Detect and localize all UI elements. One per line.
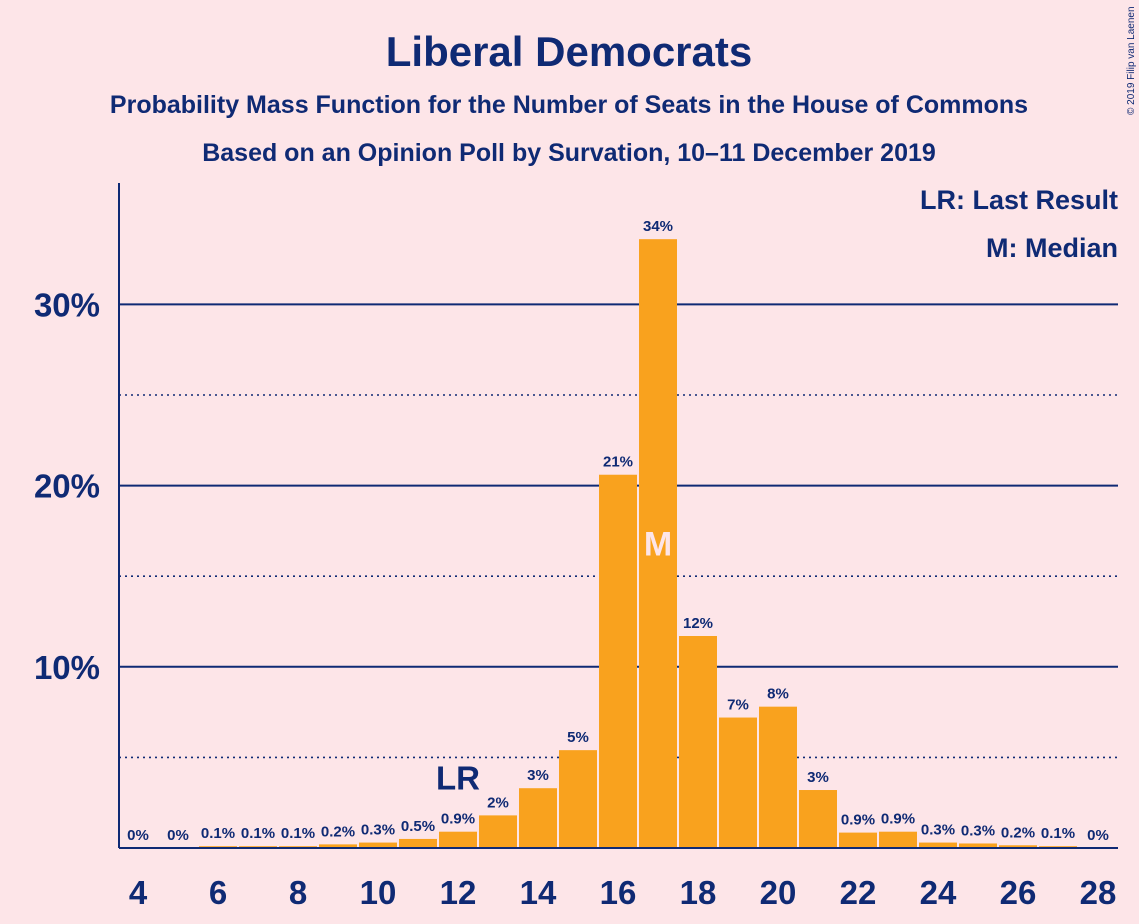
data-label: 0.3% [361, 822, 395, 839]
bar [959, 843, 997, 848]
data-label: 8% [767, 686, 789, 703]
data-label: 0.9% [441, 811, 475, 828]
chart-subtitle-line-2: Based on an Opinion Poll by Survation, 1… [202, 139, 936, 167]
data-label: 0.9% [881, 811, 915, 828]
data-label: 0% [1087, 827, 1109, 844]
legend-median: M: Median [986, 233, 1118, 263]
bar [439, 831, 477, 848]
bar [719, 717, 757, 848]
median-marker: M [644, 526, 672, 564]
data-label: 12% [683, 615, 713, 632]
data-label: 0.3% [961, 822, 995, 839]
data-label: 21% [603, 454, 633, 471]
bar [839, 832, 877, 848]
bar [479, 815, 517, 848]
data-label: 0% [167, 827, 189, 844]
data-label: 0.3% [921, 822, 955, 839]
y-tick-label: 20% [34, 468, 100, 505]
data-label: 0.2% [1001, 824, 1035, 841]
bar [879, 831, 917, 848]
bars [199, 239, 1077, 849]
data-label: 0.9% [841, 812, 875, 829]
data-label: 0.5% [401, 818, 435, 835]
bar [359, 842, 397, 848]
x-tick-label: 4 [129, 874, 148, 911]
data-label: 3% [527, 767, 549, 784]
x-tick-label: 20 [760, 874, 797, 911]
chart-title: Liberal Democrats [386, 28, 752, 75]
data-label: 0.1% [201, 825, 235, 842]
bar [399, 838, 437, 848]
bar [919, 842, 957, 848]
x-tick-label: 18 [680, 874, 717, 911]
copyright-note: © 2019 Filip van Laenen [1126, 6, 1137, 115]
x-tick-label: 16 [600, 874, 637, 911]
y-tick-label: 30% [34, 286, 100, 323]
bar [319, 844, 357, 848]
x-tick-label: 12 [440, 874, 477, 911]
data-label: 0% [127, 827, 149, 844]
data-label: 34% [643, 218, 673, 235]
y-tick-label: 10% [34, 649, 100, 686]
bar [639, 239, 677, 849]
x-tick-label: 22 [840, 874, 877, 911]
data-label: 0.1% [1041, 825, 1075, 842]
bar [679, 635, 717, 848]
bar [559, 750, 597, 848]
x-tick-label: 26 [1000, 874, 1037, 911]
x-tick-label: 14 [520, 874, 557, 911]
data-label: 5% [567, 729, 589, 746]
x-tick-label: 6 [209, 874, 227, 911]
x-tick-label: 10 [360, 874, 397, 911]
data-label: 2% [487, 794, 509, 811]
data-label: 0.1% [241, 825, 275, 842]
chart-subtitle-line-1: Probability Mass Function for the Number… [110, 91, 1028, 119]
bar [799, 790, 837, 848]
bar [999, 845, 1037, 848]
bar [599, 474, 637, 848]
data-label: 7% [727, 697, 749, 714]
last-result-marker: LR [436, 760, 480, 797]
x-tick-label: 8 [289, 874, 307, 911]
data-label: 0.1% [281, 825, 315, 842]
axes: 10% 20% 30% 4 6 8 10 12 14 16 18 20 22 24 26 28 [34, 183, 1118, 911]
data-label: 0.2% [321, 823, 355, 840]
x-tick-label: 24 [920, 874, 957, 911]
bar [759, 706, 797, 848]
x-tick-label: 28 [1080, 874, 1117, 911]
data-label: 3% [807, 769, 829, 786]
legend-last-result: LR: Last Result [920, 185, 1118, 215]
bar [519, 788, 557, 848]
data-labels: 0% 0% 0.1% 0.1% 0.1% 0.2% 0.3% 0.5% 0.9% 2% 3% 5% 21… [127, 218, 1109, 844]
